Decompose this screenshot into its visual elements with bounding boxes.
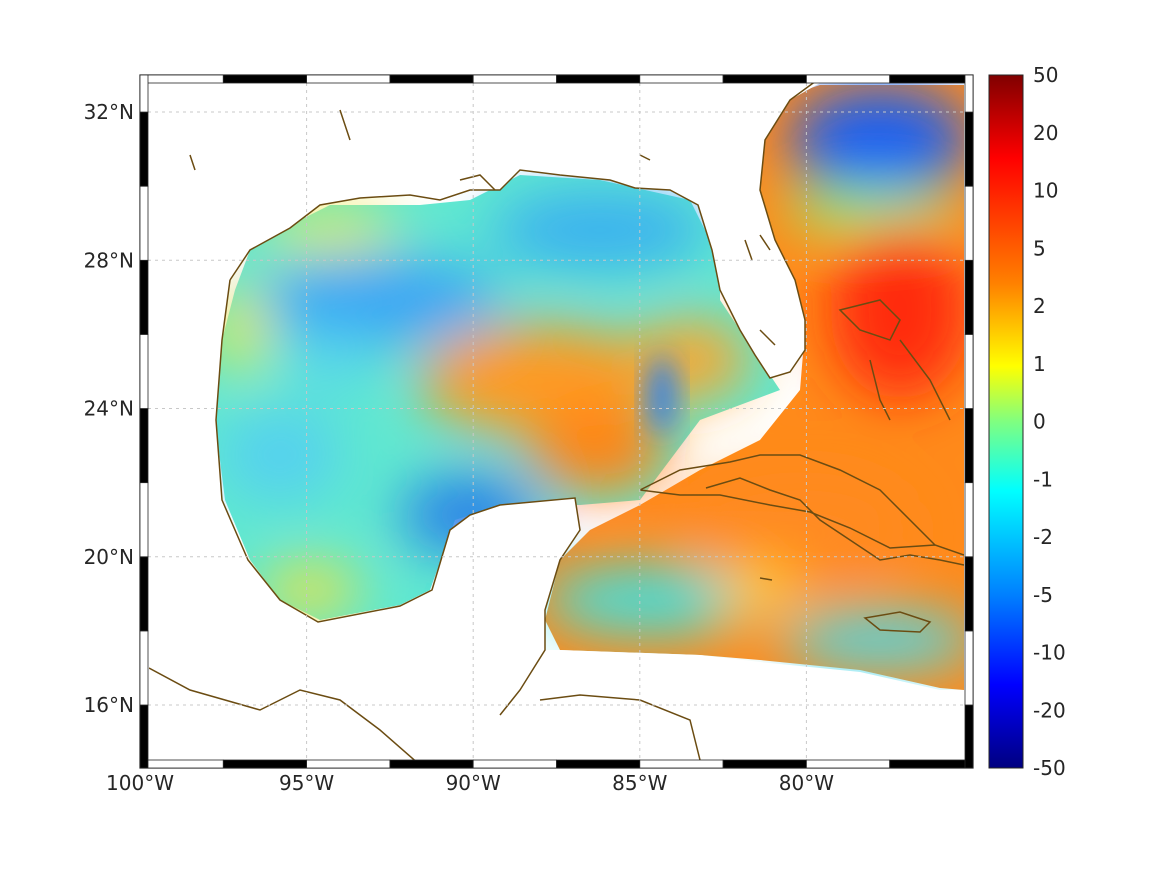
colorbar-tick-label: 20 <box>1033 121 1058 145</box>
frame-segment <box>964 111 974 187</box>
lat-tick-label: 20°N <box>84 545 134 569</box>
colorbar-tick-label: 1 <box>1033 352 1046 376</box>
frame-segment <box>964 704 974 769</box>
frame-segment <box>222 74 308 84</box>
lat-tick-label: 28°N <box>84 248 134 272</box>
longitude-labels: 100°W 95°W 90°W 85°W 80°W <box>106 771 834 795</box>
frame-segment <box>556 74 641 84</box>
frame-segment <box>139 259 149 335</box>
lat-tick-label: 32°N <box>84 100 134 124</box>
frame-segment <box>964 334 974 409</box>
lat-tick-label: 24°N <box>84 397 134 421</box>
coastlines <box>149 83 964 760</box>
frame-segment <box>139 74 149 113</box>
frame-segment <box>472 74 557 84</box>
frame-segment <box>722 74 807 84</box>
colorbar-tick-label: 0 <box>1033 410 1046 434</box>
frame-segment <box>139 334 149 409</box>
frame-segment <box>639 759 724 769</box>
frame-segment <box>222 759 308 769</box>
lon-tick-label: 100°W <box>106 771 174 795</box>
frame-segment <box>306 759 391 769</box>
frame-segment <box>964 259 974 335</box>
frame-segment <box>139 759 224 769</box>
frame-segment <box>889 74 974 84</box>
lon-tick-label: 95°W <box>279 771 334 795</box>
frame-segment <box>139 556 149 632</box>
latitude-labels: 32°N 28°N 24°N 20°N 16°N <box>84 100 134 717</box>
frame-segment <box>889 759 974 769</box>
map-frame <box>139 74 974 769</box>
frame-segment <box>139 630 149 706</box>
frame-segment <box>806 759 891 769</box>
frame-segment <box>389 74 474 84</box>
frame-segment <box>964 630 974 706</box>
frame-segment <box>964 482 974 558</box>
map-grid <box>148 83 965 760</box>
frame-segment <box>472 759 557 769</box>
colorbar-tick-label: -20 <box>1033 698 1066 722</box>
colorbar-tick-label: -10 <box>1033 641 1066 665</box>
frame-segment <box>139 111 149 187</box>
lon-tick-label: 90°W <box>446 771 501 795</box>
lon-tick-label: 80°W <box>779 771 834 795</box>
colorbar-tick-label: 5 <box>1033 236 1046 260</box>
lat-tick-label: 16°N <box>84 693 134 717</box>
colorbar-tick-label: 2 <box>1033 294 1046 318</box>
frame-segment <box>806 74 891 84</box>
frame-segment <box>306 74 391 84</box>
frame-segment <box>139 74 224 84</box>
colorbar-tick-label: -5 <box>1033 583 1053 607</box>
colorbar-gradient <box>988 74 1024 769</box>
colorbar-tick-label: 10 <box>1033 179 1058 203</box>
frame-segment <box>139 408 149 484</box>
colorbar-tick-label: -50 <box>1033 756 1066 780</box>
colorbar-tick-label: 50 <box>1033 63 1058 87</box>
colorbar-tick-label: -1 <box>1033 467 1053 491</box>
frame-segment <box>964 408 974 484</box>
frame-segment <box>139 482 149 558</box>
colorbar-tick-label: -2 <box>1033 525 1053 549</box>
anomaly-field <box>149 83 964 760</box>
frame-segment <box>964 74 974 113</box>
frame-segment <box>139 704 149 769</box>
frame-segment <box>964 556 974 632</box>
frame-segment <box>964 185 974 261</box>
frame-segment <box>139 185 149 261</box>
frame-segment <box>722 759 807 769</box>
frame-segment <box>556 759 641 769</box>
frame-segment <box>389 759 474 769</box>
lon-tick-label: 85°W <box>612 771 667 795</box>
frame-segment <box>639 74 724 84</box>
